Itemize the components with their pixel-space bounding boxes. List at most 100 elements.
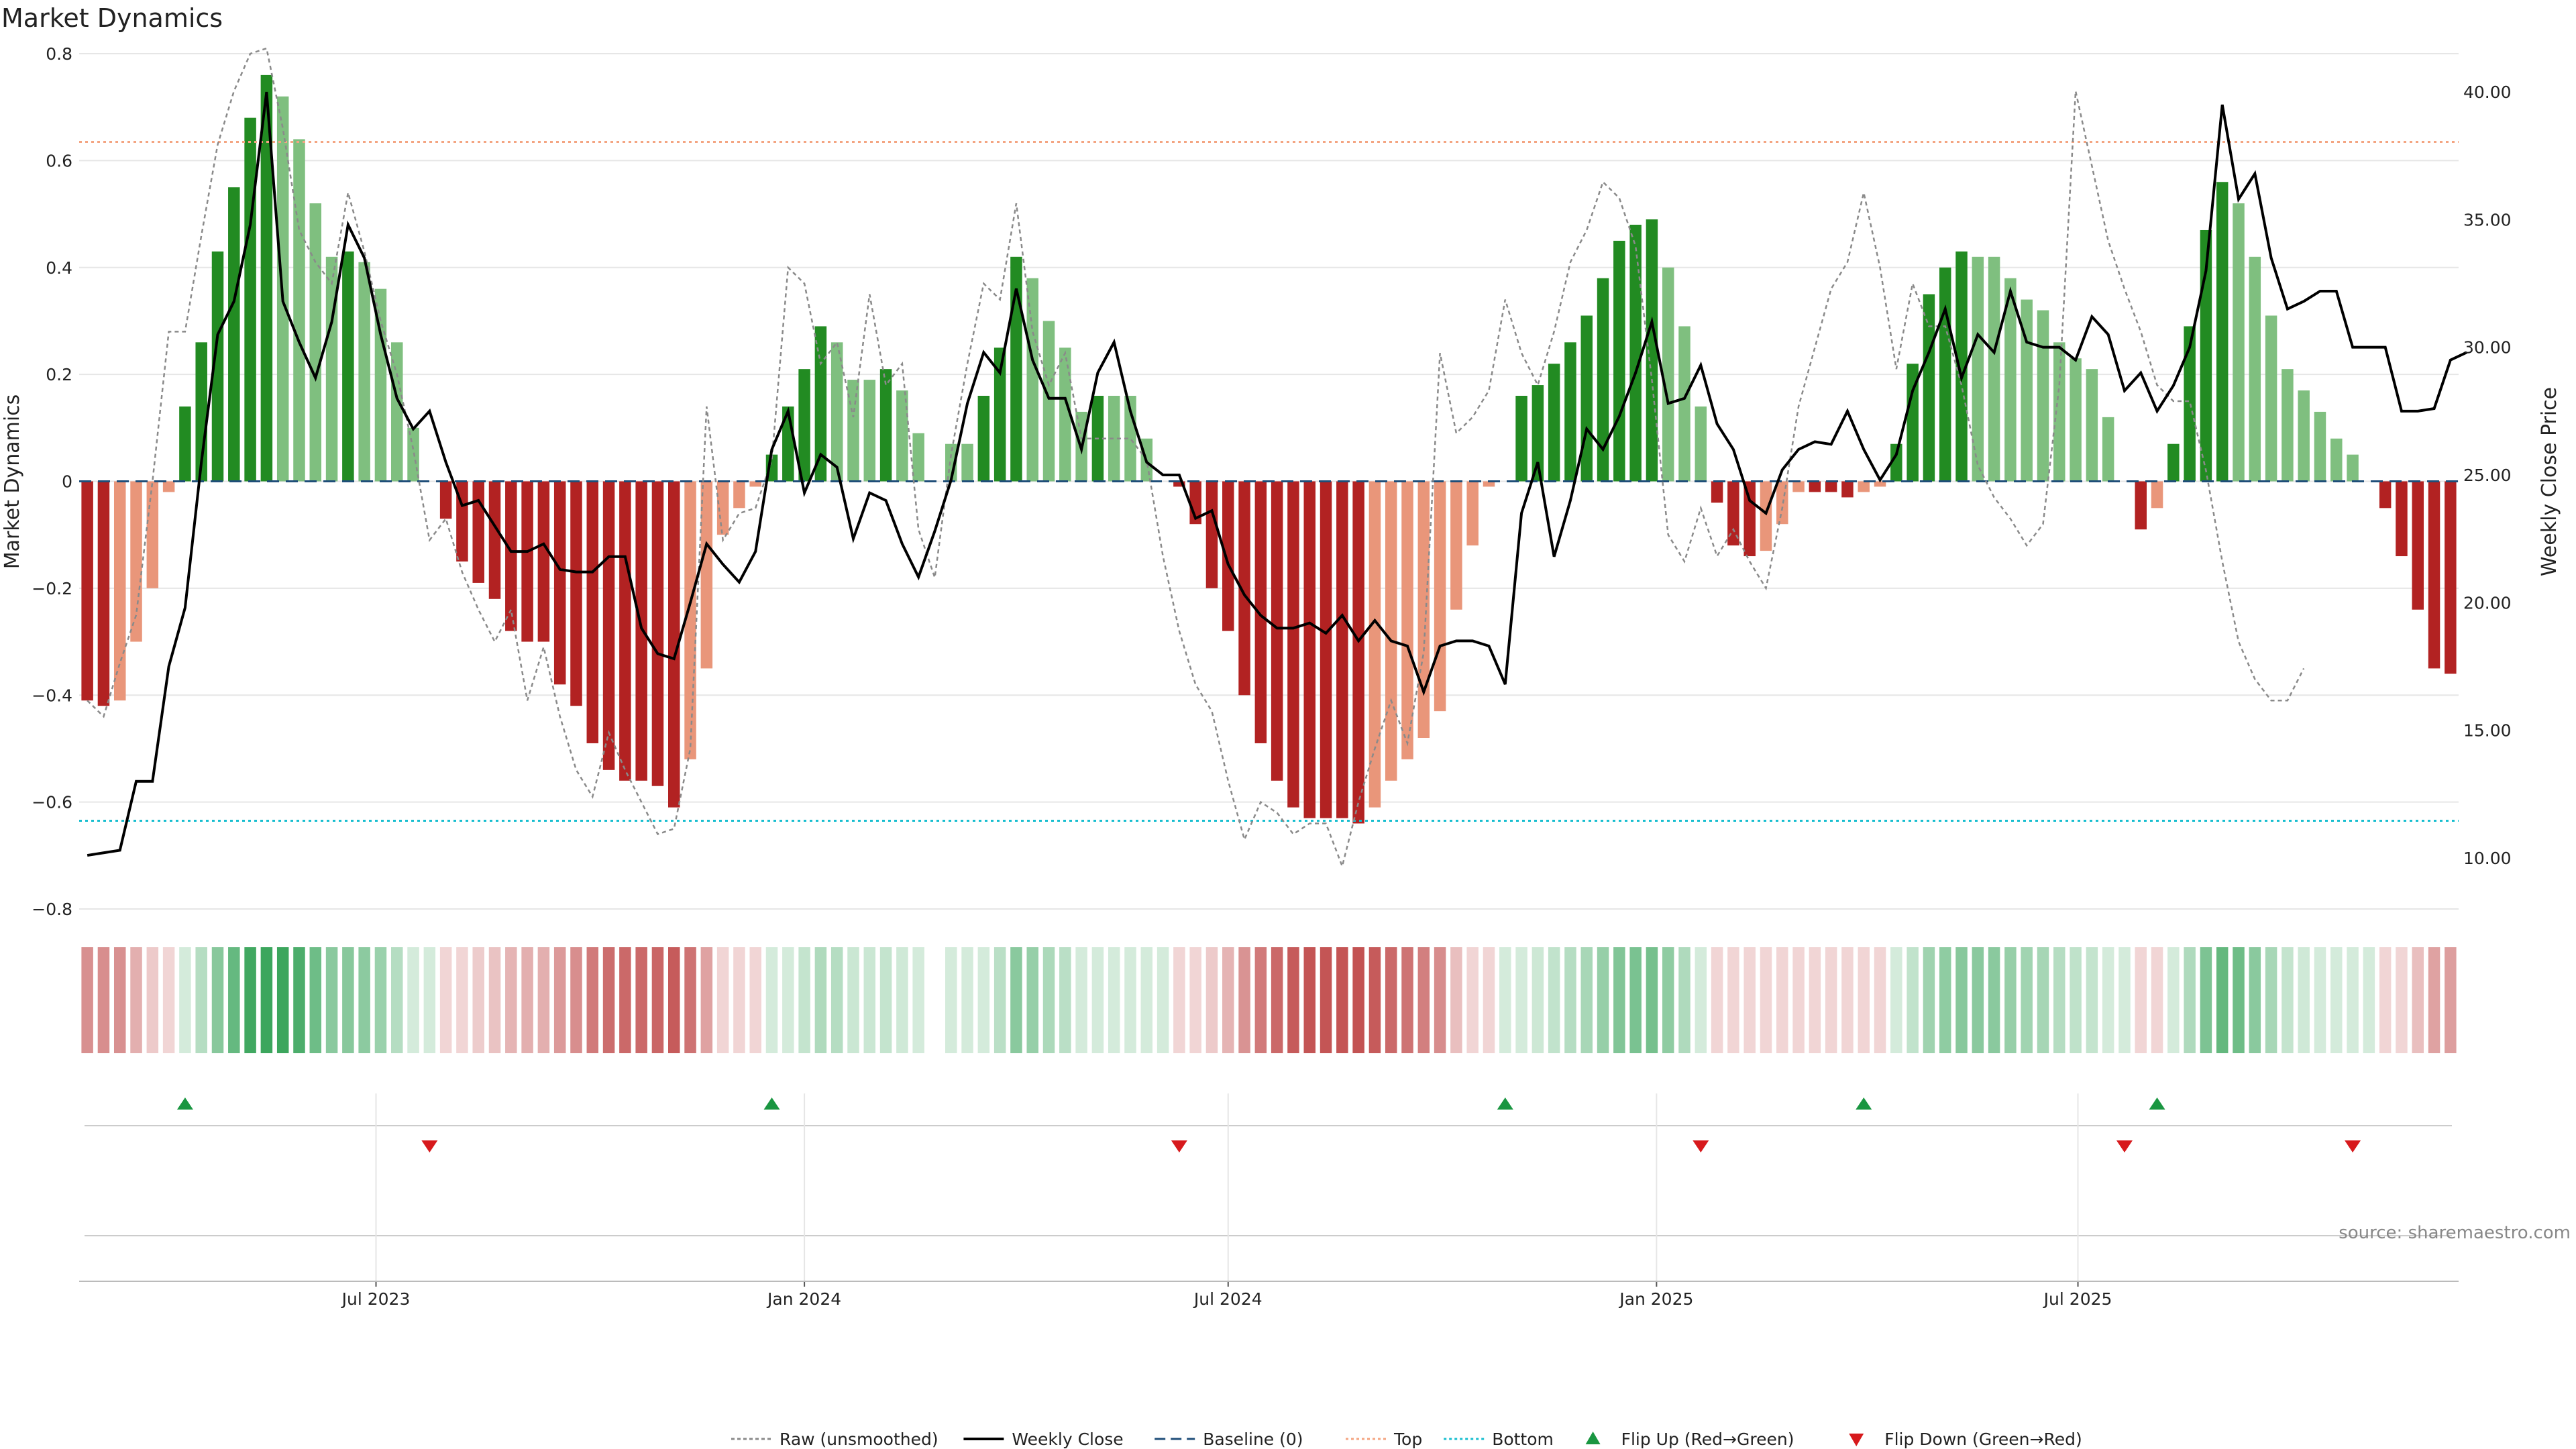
strip-cell [1336, 947, 1348, 1053]
strip-cell [635, 947, 647, 1053]
legend-flip-down-swatch [1849, 1434, 1864, 1446]
bar [2330, 438, 2343, 482]
strip-cell [260, 947, 273, 1053]
x-tick-label: Jan 2024 [766, 1289, 841, 1309]
strip-cell [195, 947, 207, 1053]
bar [1988, 256, 2000, 482]
bar [651, 481, 664, 786]
strip-cell [2216, 947, 2229, 1053]
strip-cell [1010, 947, 1022, 1053]
strip-cell [439, 947, 452, 1053]
bar [113, 481, 126, 701]
bar [472, 481, 484, 583]
bar [961, 443, 973, 482]
bar [2233, 203, 2245, 482]
strip-cell [1091, 947, 1104, 1053]
bar [2053, 342, 2065, 482]
bar [293, 139, 305, 482]
bar-series [81, 74, 2457, 824]
strip-cell [684, 947, 696, 1053]
strip-cell [1776, 947, 1788, 1053]
bar [602, 481, 615, 770]
strip-cell [1629, 947, 1642, 1053]
right-tick-label: 35.00 [2463, 210, 2512, 229]
strip-cell [1874, 947, 1886, 1053]
bar [2249, 256, 2261, 482]
strip-cell [1727, 947, 1739, 1053]
strip-cell [2086, 947, 2098, 1053]
bar [2265, 315, 2277, 482]
strip-cell [945, 947, 957, 1053]
flip-markers [85, 1097, 2452, 1236]
bar [1613, 240, 1625, 482]
legend-label: Raw (unsmoothed) [780, 1430, 938, 1449]
strip-cell [325, 947, 338, 1053]
right-tick-label: 30.00 [2463, 338, 2512, 358]
bar [439, 481, 452, 519]
bar [2347, 454, 2359, 482]
strip-cell [1368, 947, 1381, 1053]
strip-cell [342, 947, 354, 1053]
bar [2298, 390, 2310, 482]
strip-cell [2151, 947, 2163, 1053]
strip-cell [1743, 947, 1756, 1053]
strip-cell [1939, 947, 1951, 1053]
strip-cell [2298, 947, 2310, 1053]
bar [1434, 481, 1446, 712]
bar [1173, 481, 1185, 487]
bar [1955, 251, 1968, 482]
bar [1923, 294, 1935, 482]
left-tick-label: −0.8 [32, 900, 72, 919]
strip-cell [2379, 947, 2392, 1053]
legend-label: Flip Up (Red→Green) [1621, 1430, 1794, 1449]
strip-cell [276, 947, 289, 1053]
bar [2200, 229, 2212, 482]
strip-cell [488, 947, 501, 1053]
strip-cell [668, 947, 680, 1053]
bar [1695, 406, 1707, 482]
strip-cell [1417, 947, 1430, 1053]
bar [1271, 481, 1283, 781]
strip-cell [798, 947, 810, 1053]
strip-cell [912, 947, 924, 1053]
left-tick-label: 0.4 [46, 258, 72, 278]
bar [1205, 481, 1218, 588]
strip-cell [2004, 947, 2017, 1053]
bar [2135, 481, 2147, 530]
bar [228, 187, 240, 482]
momentum-strip [81, 947, 2457, 1053]
bar [1010, 256, 1022, 482]
bar [2396, 481, 2408, 557]
bar [1841, 481, 1854, 498]
left-y-axis: 0.8 0.6 0.4 0.2 0 −0.2 −0.4 −0.6 −0.8 [32, 44, 72, 919]
bar [2428, 481, 2440, 669]
strip-cell [1401, 947, 1413, 1053]
flip-up-marker [2149, 1097, 2165, 1110]
bar [2070, 358, 2082, 482]
bar [1059, 347, 1071, 482]
strip-cell [1809, 947, 1821, 1053]
strip-cell [1532, 947, 1544, 1053]
strip-cell [1189, 947, 1201, 1053]
strip-cell [1825, 947, 1837, 1053]
strip-cell [716, 947, 729, 1053]
strip-cell [2428, 947, 2440, 1053]
strip-cell [358, 947, 370, 1053]
bar [1417, 481, 1430, 738]
bar [1776, 481, 1788, 525]
strip-cell [1499, 947, 1511, 1053]
strip-cell [765, 947, 778, 1053]
strip-cell [1695, 947, 1707, 1053]
left-tick-label: 0.6 [46, 151, 72, 170]
strip-cell [407, 947, 419, 1053]
line-series [87, 47, 2467, 869]
source-note: source: sharemaestro.com [2339, 1223, 2571, 1243]
bar [2412, 481, 2424, 610]
strip-cell [1385, 947, 1397, 1053]
strip-cell [619, 947, 631, 1053]
bar [1254, 481, 1267, 743]
strip-cell [2102, 947, 2114, 1053]
bar [407, 427, 419, 482]
strip-cell [81, 947, 93, 1053]
